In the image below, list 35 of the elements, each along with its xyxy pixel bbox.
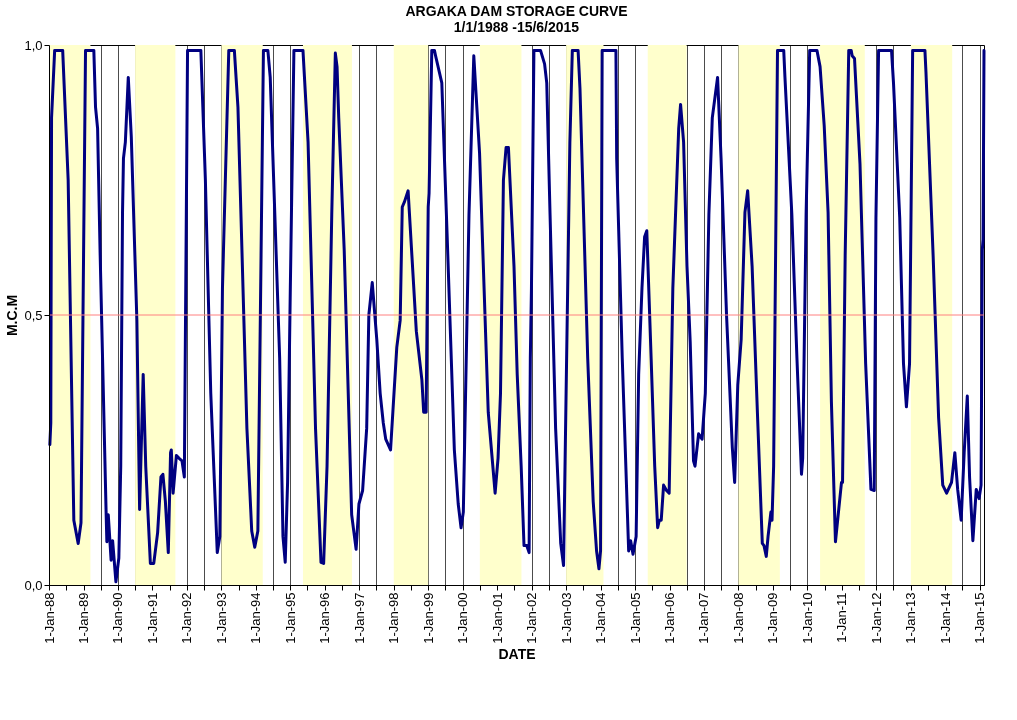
x-tick-label: 1-Jan-04 <box>593 592 609 644</box>
x-tick-label: 1-Jan-97 <box>351 592 367 644</box>
x-tick-label: 1-Jan-98 <box>386 592 402 644</box>
x-tick-label: 1-Jan-15 <box>972 592 988 644</box>
x-tick-label: 1-Jan-03 <box>558 592 574 644</box>
x-tick-label: 1-Jan-94 <box>248 592 264 644</box>
x-tick-label: 1-Jan-02 <box>524 592 540 644</box>
x-tick-label: 1-Jan-91 <box>144 592 160 644</box>
x-tick-label: 1-Jan-96 <box>317 592 333 644</box>
x-tick-label: 1-Jan-12 <box>868 592 884 644</box>
x-tick-label: 1-Jan-95 <box>282 592 298 644</box>
y-tick-label: 0,0 <box>24 577 43 593</box>
chart-subtitle: 1/1/1988 -15/6/2015 <box>453 19 580 35</box>
x-tick-label: 1-Jan-99 <box>420 592 436 644</box>
x-tick-label: 1-Jan-10 <box>799 592 815 644</box>
x-tick-label: 1-Jan-92 <box>179 592 195 644</box>
chart-title: ARGAKA DAM STORAGE CURVE <box>405 3 628 19</box>
x-axis-title: DATE <box>498 645 536 662</box>
x-tick-label: 1-Jan-13 <box>903 592 919 644</box>
y-tick-label: 0,5 <box>24 307 43 323</box>
x-tick-label: 1-Jan-89 <box>76 592 92 644</box>
x-tick-label: 1-Jan-01 <box>489 592 505 644</box>
x-tick-label: 1-Jan-09 <box>765 592 781 644</box>
x-tick-label: 1-Jan-14 <box>937 592 953 644</box>
x-tick-label: 1-Jan-93 <box>213 592 229 644</box>
y-tick-label: 1,0 <box>24 37 43 53</box>
x-tick-label: 1-Jan-88 <box>41 592 57 644</box>
x-tick-label: 1-Jan-00 <box>455 592 471 644</box>
x-tick-label: 1-Jan-90 <box>110 592 126 644</box>
y-axis-title: M.C.M <box>4 294 21 337</box>
x-tick-label: 1-Jan-08 <box>730 592 746 644</box>
x-tick-label: 1-Jan-05 <box>627 592 643 644</box>
x-tick-label: 1-Jan-11 <box>834 592 850 643</box>
x-tick-label: 1-Jan-07 <box>696 592 712 644</box>
x-tick-label: 1-Jan-06 <box>662 592 678 644</box>
